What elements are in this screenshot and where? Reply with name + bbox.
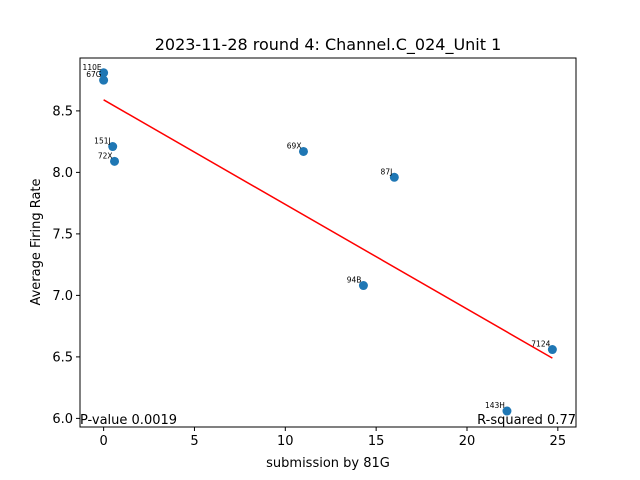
chart-title: 2023-11-28 round 4: Channel.C_024_Unit 1 — [155, 35, 502, 55]
y-tick-label: 7.0 — [52, 289, 73, 304]
data-point — [547, 345, 557, 355]
x-tick-label: 25 — [550, 434, 567, 449]
p-value-annotation: P-value 0.0019 — [80, 413, 177, 428]
data-point — [298, 146, 308, 156]
point-label: 94B — [347, 276, 362, 285]
data-point — [108, 142, 118, 152]
data-point — [358, 281, 368, 291]
y-tick-label: 6.0 — [52, 412, 73, 427]
point-label: 7124 — [531, 340, 550, 349]
x-tick-label: 15 — [368, 434, 385, 449]
x-tick-label: 20 — [459, 434, 476, 449]
x-axis-label: submission by 81G — [266, 456, 390, 471]
x-tick-label: 10 — [277, 434, 294, 449]
fit-line — [103, 99, 553, 359]
y-axis: 6.0 6.5 7.0 7.5 8.0 8.5 — [52, 104, 80, 427]
plot-area — [79, 57, 577, 428]
data-point — [502, 406, 512, 416]
point-label: 72X — [98, 151, 113, 160]
data-point — [99, 68, 109, 78]
point-label: 69X — [287, 141, 302, 150]
point-label: 87J — [381, 167, 393, 176]
point-label: 151J — [94, 137, 111, 146]
data-point — [110, 156, 120, 166]
point-label: 143H — [485, 401, 505, 410]
r-squared-annotation: R-squared 0.77 — [477, 413, 576, 428]
data-point — [389, 172, 399, 182]
y-tick-label: 8.5 — [52, 104, 73, 119]
regression-line — [103, 99, 553, 359]
point-label: 110E — [83, 63, 102, 72]
y-tick-label: 7.5 — [52, 227, 73, 242]
data-points — [99, 68, 557, 416]
data-point — [99, 75, 109, 85]
x-tick-label: 0 — [99, 434, 107, 449]
y-tick-label: 6.5 — [52, 350, 73, 365]
y-tick-label: 8.0 — [52, 166, 73, 181]
y-axis-label: Average Firing Rate — [29, 178, 44, 305]
point-label: 67G — [86, 70, 102, 79]
x-axis: 0 5 10 15 20 25 — [99, 427, 566, 449]
x-tick-label: 5 — [190, 434, 198, 449]
